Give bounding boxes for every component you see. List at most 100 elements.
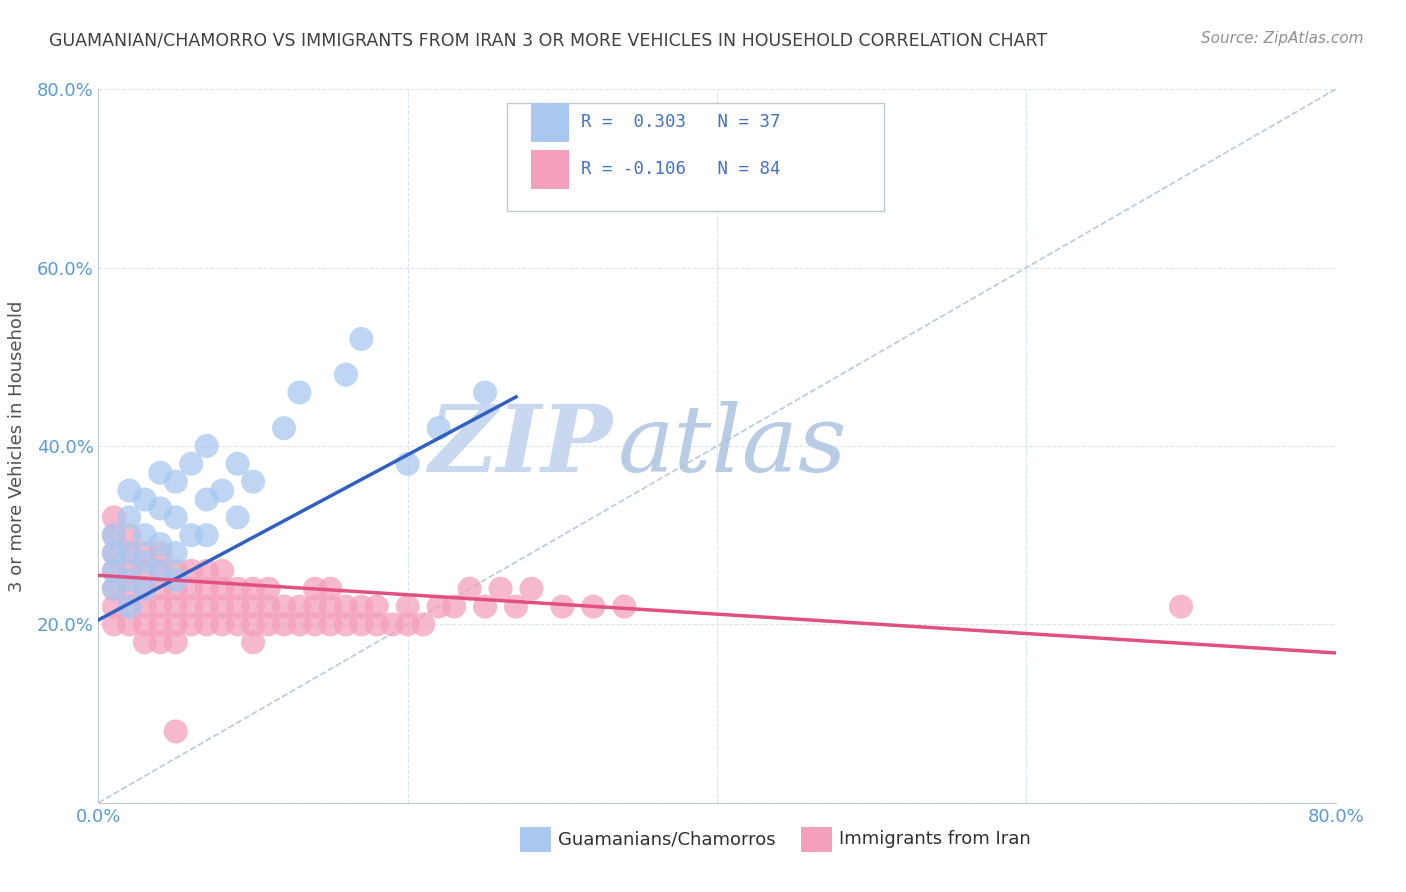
Point xyxy=(288,385,311,400)
Point xyxy=(103,528,125,542)
Point xyxy=(165,724,187,739)
Point xyxy=(149,599,172,614)
Point xyxy=(118,510,141,524)
Text: GUAMANIAN/CHAMORRO VS IMMIGRANTS FROM IRAN 3 OR MORE VEHICLES IN HOUSEHOLD CORRE: GUAMANIAN/CHAMORRO VS IMMIGRANTS FROM IR… xyxy=(49,31,1047,49)
Point xyxy=(134,582,156,596)
Point xyxy=(1170,599,1192,614)
Y-axis label: 3 or more Vehicles in Household: 3 or more Vehicles in Household xyxy=(7,301,25,591)
Point xyxy=(195,617,218,632)
Point xyxy=(319,599,342,614)
Text: R =  0.303   N = 37: R = 0.303 N = 37 xyxy=(581,113,780,131)
Point xyxy=(613,599,636,614)
Point xyxy=(319,617,342,632)
Point xyxy=(103,582,125,596)
Point xyxy=(149,635,172,649)
Point xyxy=(350,332,373,346)
Point xyxy=(149,564,172,578)
Point xyxy=(505,599,527,614)
Point xyxy=(195,564,218,578)
Point xyxy=(165,564,187,578)
Point xyxy=(149,564,172,578)
Point xyxy=(520,582,543,596)
Point xyxy=(195,439,218,453)
Text: atlas: atlas xyxy=(619,401,848,491)
Point xyxy=(195,492,218,507)
Point xyxy=(257,582,280,596)
Point xyxy=(273,617,295,632)
Point xyxy=(489,582,512,596)
Point xyxy=(211,483,233,498)
Point xyxy=(257,617,280,632)
Point xyxy=(149,582,172,596)
Point xyxy=(335,368,357,382)
Point xyxy=(103,564,125,578)
Point xyxy=(165,635,187,649)
Point xyxy=(474,385,496,400)
Point xyxy=(458,582,481,596)
Point xyxy=(149,466,172,480)
Point xyxy=(412,617,434,632)
Text: Guamanians/Chamorros: Guamanians/Chamorros xyxy=(558,830,776,848)
Point xyxy=(180,528,202,542)
Point xyxy=(211,599,233,614)
Point xyxy=(180,599,202,614)
Point xyxy=(118,546,141,560)
Point xyxy=(118,564,141,578)
Point xyxy=(165,582,187,596)
Point xyxy=(134,546,156,560)
Point xyxy=(165,510,187,524)
Point xyxy=(427,421,450,435)
Point xyxy=(165,475,187,489)
Point xyxy=(273,421,295,435)
Point xyxy=(118,582,141,596)
Point xyxy=(134,599,156,614)
Point xyxy=(381,617,404,632)
Point xyxy=(319,582,342,596)
Point xyxy=(242,635,264,649)
Point xyxy=(103,599,125,614)
Point xyxy=(211,582,233,596)
Point xyxy=(288,617,311,632)
Point xyxy=(304,599,326,614)
Point xyxy=(366,599,388,614)
Point xyxy=(396,599,419,614)
Point xyxy=(103,564,125,578)
Point xyxy=(134,564,156,578)
Point xyxy=(180,617,202,632)
Point xyxy=(180,564,202,578)
Point xyxy=(165,617,187,632)
Point xyxy=(134,555,156,569)
Point xyxy=(118,599,141,614)
Point xyxy=(304,582,326,596)
Point xyxy=(149,537,172,551)
Point xyxy=(103,582,125,596)
Point xyxy=(211,564,233,578)
Point xyxy=(304,617,326,632)
Text: R = -0.106   N = 84: R = -0.106 N = 84 xyxy=(581,161,780,178)
Point xyxy=(273,599,295,614)
FancyBboxPatch shape xyxy=(506,103,884,211)
Point xyxy=(551,599,574,614)
Point xyxy=(257,599,280,614)
Point xyxy=(180,582,202,596)
Point xyxy=(226,582,249,596)
Point xyxy=(211,617,233,632)
Text: Source: ZipAtlas.com: Source: ZipAtlas.com xyxy=(1201,31,1364,46)
Point xyxy=(103,546,125,560)
Point xyxy=(226,510,249,524)
Point xyxy=(118,528,141,542)
Point xyxy=(195,528,218,542)
Point xyxy=(582,599,605,614)
Point xyxy=(103,617,125,632)
FancyBboxPatch shape xyxy=(531,103,568,142)
Point xyxy=(396,457,419,471)
Point xyxy=(103,528,125,542)
Point xyxy=(118,617,141,632)
Point xyxy=(118,483,141,498)
FancyBboxPatch shape xyxy=(531,150,568,189)
Point xyxy=(335,599,357,614)
Point xyxy=(335,617,357,632)
Point xyxy=(103,510,125,524)
Point xyxy=(427,599,450,614)
Point xyxy=(134,635,156,649)
